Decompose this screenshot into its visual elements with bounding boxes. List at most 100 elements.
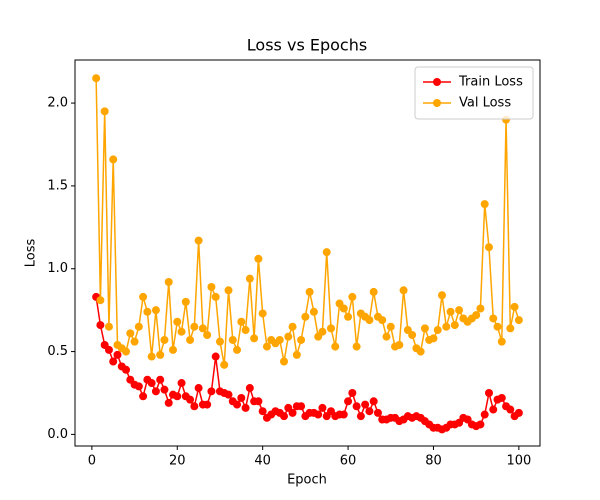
point <box>173 317 182 326</box>
point <box>130 337 139 346</box>
point <box>369 397 378 406</box>
point <box>314 410 323 419</box>
point <box>228 335 237 344</box>
point <box>344 397 353 406</box>
point <box>250 334 259 343</box>
point <box>122 347 131 356</box>
x-tick-label: 20 <box>169 454 186 469</box>
point <box>305 287 314 296</box>
point <box>134 382 143 391</box>
point <box>224 286 233 295</box>
point <box>318 403 327 412</box>
y-axis-label: Loss <box>24 239 39 268</box>
point <box>348 388 357 397</box>
point <box>241 326 250 335</box>
point <box>489 405 498 414</box>
point <box>356 412 365 421</box>
point <box>450 321 459 330</box>
point <box>433 326 442 335</box>
x-axis-label: Epoch <box>287 473 327 488</box>
point <box>506 405 515 414</box>
legend-marker <box>433 99 441 107</box>
point <box>275 335 284 344</box>
point <box>369 287 378 296</box>
point <box>284 332 293 341</box>
y-tick-label: 0.0 <box>47 427 68 442</box>
y-tick-label: 0.5 <box>47 344 68 359</box>
point <box>186 395 195 404</box>
point <box>361 400 370 409</box>
point <box>254 254 263 263</box>
point <box>408 331 417 340</box>
y-tick-label: 2.0 <box>47 96 68 111</box>
point <box>164 398 173 407</box>
x-tick-label: 0 <box>88 454 96 469</box>
point <box>207 282 216 291</box>
point <box>297 402 306 411</box>
point <box>480 410 489 419</box>
point <box>245 274 254 283</box>
point <box>365 407 374 416</box>
x-tick-label: 100 <box>506 454 531 469</box>
point <box>186 335 195 344</box>
point <box>203 400 212 409</box>
point <box>168 345 177 354</box>
point <box>476 304 485 313</box>
point <box>160 335 169 344</box>
point <box>211 292 220 301</box>
point <box>237 393 246 402</box>
point <box>344 312 353 321</box>
point <box>339 410 348 419</box>
point <box>280 412 289 421</box>
point <box>126 329 135 338</box>
legend-box <box>414 66 534 120</box>
point <box>399 286 408 295</box>
point <box>104 345 113 354</box>
legend-label: Train Loss <box>458 75 523 90</box>
point <box>297 335 306 344</box>
point <box>258 309 267 318</box>
point <box>254 397 263 406</box>
point <box>348 292 357 301</box>
point <box>514 316 523 325</box>
point <box>96 296 105 305</box>
point <box>480 200 489 209</box>
point <box>352 342 361 351</box>
point <box>288 408 297 417</box>
point <box>472 311 481 320</box>
point <box>386 322 395 331</box>
point <box>420 324 429 333</box>
point <box>233 345 242 354</box>
point <box>156 375 165 384</box>
point <box>177 327 186 336</box>
point <box>237 317 246 326</box>
point <box>280 357 289 366</box>
point <box>147 379 156 388</box>
point <box>190 402 199 411</box>
point <box>104 322 113 331</box>
point <box>510 302 519 311</box>
point <box>429 334 438 343</box>
point <box>446 307 455 316</box>
point <box>109 357 118 366</box>
point <box>489 314 498 323</box>
point <box>322 248 331 257</box>
point <box>318 327 327 336</box>
point <box>122 365 131 374</box>
point <box>373 408 382 417</box>
point <box>198 324 207 333</box>
point <box>134 322 143 331</box>
point <box>442 322 451 331</box>
point <box>156 350 165 359</box>
point <box>241 403 250 412</box>
point <box>160 385 169 394</box>
point <box>438 291 447 300</box>
x-tick-label: 60 <box>340 454 357 469</box>
point <box>147 352 156 361</box>
point <box>378 316 387 325</box>
point <box>109 155 118 164</box>
x-tick-label: 40 <box>254 454 271 469</box>
point <box>190 322 199 331</box>
x-tick-label: 80 <box>425 454 442 469</box>
